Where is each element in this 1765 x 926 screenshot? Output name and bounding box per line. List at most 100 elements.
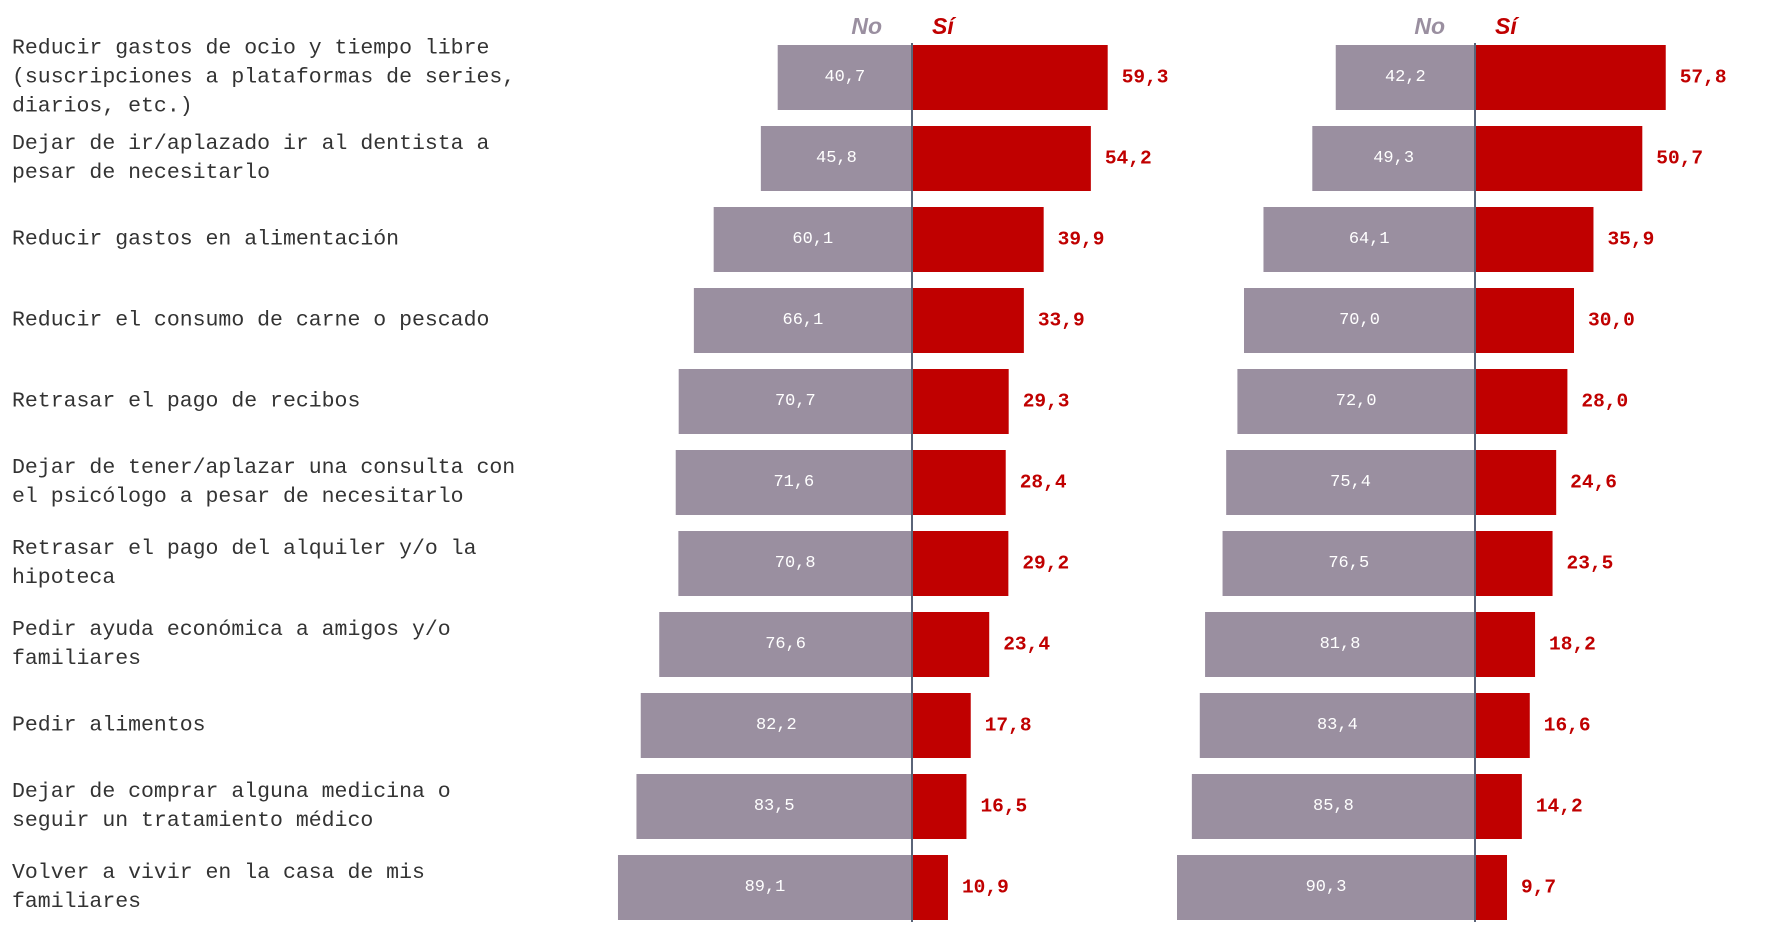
series-header-si: Sí [1495, 13, 1519, 39]
value-label-no: 45,8 [816, 149, 857, 168]
value-label-no: 72,0 [1336, 392, 1377, 411]
bar-si [912, 531, 1009, 596]
category-label-line: hipoteca [12, 566, 115, 590]
value-label-si: 18,2 [1549, 634, 1596, 656]
category-label: Dejar de tener/aplazar una consulta con e… [12, 456, 515, 509]
value-label-no: 60,1 [792, 230, 833, 249]
category-label-line: Reducir gastos en alimentación [12, 228, 399, 252]
bar-no [617, 855, 912, 920]
value-label-no: 40,7 [824, 68, 865, 87]
value-label-no: 71,6 [773, 473, 814, 492]
value-label-no: 49,3 [1373, 149, 1414, 168]
bar-si [912, 288, 1024, 353]
value-label-si: 23,5 [1567, 553, 1614, 575]
value-label-no: 82,2 [756, 716, 797, 735]
value-label-si: 33,9 [1038, 310, 1085, 332]
value-label-no: 42,2 [1385, 68, 1426, 87]
category-label: Dejar de comprar alguna medicina o seguir… [12, 780, 451, 833]
bar-no [760, 126, 912, 191]
bar-si [1475, 45, 1666, 110]
value-label-si: 54,2 [1105, 148, 1152, 170]
value-label-no: 85,8 [1313, 797, 1354, 816]
bar-si [1475, 531, 1553, 596]
bar-no [1263, 207, 1475, 272]
category-label-line: Reducir gastos de ocio y tiempo libre [12, 37, 489, 61]
value-label-no: 76,5 [1328, 554, 1369, 573]
bar-si [1475, 612, 1536, 677]
bar-no [1237, 369, 1475, 434]
category-label: Dejar de ir/aplazado ir al dentista a pes… [12, 132, 489, 185]
bar-si [912, 612, 990, 677]
category-labels: Reducir gastos de ocio y tiempo libre (su… [12, 37, 515, 915]
category-label-line: Reducir el consumo de carne o pescado [12, 309, 489, 333]
category-label-line: diarios, etc.) [12, 95, 193, 119]
value-label-no: 75,4 [1330, 473, 1371, 492]
value-label-si: 35,9 [1607, 229, 1654, 251]
category-label: Reducir gastos en alimentación [12, 228, 399, 252]
bar-no [636, 774, 912, 839]
value-label-si: 59,3 [1122, 67, 1169, 89]
value-label-si: 29,3 [1023, 391, 1070, 413]
category-label-line: familiares [12, 890, 141, 914]
value-label-no: 64,1 [1349, 230, 1390, 249]
bar-no [1244, 288, 1475, 353]
bar-si [912, 126, 1091, 191]
value-label-si: 30,0 [1588, 310, 1635, 332]
category-label: Reducir gastos de ocio y tiempo libre (su… [12, 37, 515, 119]
bar-si [1475, 288, 1574, 353]
bar-no [659, 612, 912, 677]
bar-no [1312, 126, 1475, 191]
panel-right: No Sí 42,2 57,8 49,3 50,7 64,1 35,9 70,0 30,0 72,0… [1177, 13, 1727, 922]
category-label-line: Pedir alimentos [12, 714, 206, 738]
value-label-si: 16,6 [1544, 715, 1591, 737]
bar-si [1475, 774, 1522, 839]
category-label: Retrasar el pago de recibos [12, 390, 360, 414]
bar-no [777, 45, 912, 110]
bar-si [1475, 450, 1557, 515]
value-label-si: 24,6 [1570, 472, 1617, 494]
bar-no [1199, 693, 1475, 758]
bar-no [640, 693, 912, 758]
category-label-line: familiares [12, 647, 141, 671]
value-label-no: 70,0 [1339, 311, 1380, 330]
category-label-line: Dejar de ir/aplazado ir al dentista a [12, 132, 489, 156]
category-label-line: Volver a vivir en la casa de mis [12, 861, 425, 885]
value-label-si: 39,9 [1058, 229, 1105, 251]
bar-no [1177, 855, 1475, 920]
value-label-no: 66,1 [783, 311, 824, 330]
bar-si [912, 774, 967, 839]
series-header-no: No [851, 13, 882, 39]
value-label-si: 10,9 [962, 877, 1009, 899]
category-label-line: Dejar de tener/aplazar una consulta con [12, 456, 515, 480]
value-label-si: 9,7 [1521, 877, 1556, 899]
value-label-no: 83,4 [1317, 716, 1358, 735]
category-label: Retrasar el pago del alquiler y/o la hipo… [12, 537, 477, 590]
bar-si [1475, 207, 1594, 272]
bar-si [912, 207, 1044, 272]
bar-no [675, 450, 912, 515]
category-label-line: Pedir ayuda económica a amigos y/o [12, 618, 451, 642]
series-header-no: No [1414, 13, 1445, 39]
category-label-line: pesar de necesitarlo [12, 161, 270, 185]
bar-no [678, 531, 912, 596]
bar-no [1205, 612, 1475, 677]
value-label-no: 90,3 [1306, 878, 1347, 897]
bar-no [693, 288, 912, 353]
bar-si [1475, 693, 1530, 758]
bar-no [713, 207, 912, 272]
category-label-line: Retrasar el pago del alquiler y/o la [12, 537, 477, 561]
bar-si [1475, 855, 1508, 920]
category-label-line: (suscripciones a plataformas de series, [12, 66, 515, 90]
category-label-line: Retrasar el pago de recibos [12, 390, 360, 414]
value-label-si: 14,2 [1536, 796, 1583, 818]
category-label: Pedir ayuda económica a amigos y/o famili… [12, 618, 451, 671]
value-label-si: 57,8 [1680, 67, 1727, 89]
value-label-no: 89,1 [745, 878, 786, 897]
bar-no [678, 369, 912, 434]
category-label: Pedir alimentos [12, 714, 206, 738]
value-label-no: 76,6 [765, 635, 806, 654]
category-label: Reducir el consumo de carne o pescado [12, 309, 489, 333]
value-label-si: 23,4 [1003, 634, 1050, 656]
value-label-si: 28,4 [1020, 472, 1067, 494]
